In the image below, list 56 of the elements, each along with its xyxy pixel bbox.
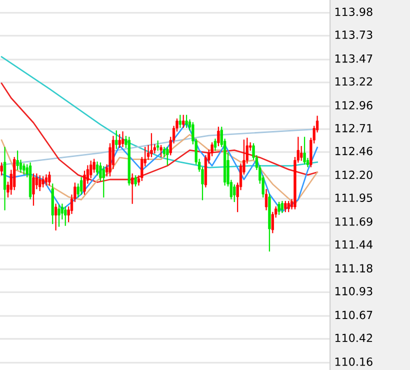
candlestick (22, 163, 26, 175)
y-tick-label: 110.42 (335, 334, 372, 342)
y-tick-label: 113.22 (335, 77, 372, 86)
y-tick-label: 112.46 (335, 146, 372, 156)
candlestick (118, 134, 121, 148)
candlestick (303, 136, 306, 164)
candlestick (162, 146, 166, 158)
candlestick (185, 114, 188, 128)
y-tick-label: 111.69 (335, 217, 372, 226)
candlestick (42, 176, 44, 188)
candlestick (32, 173, 35, 206)
candlestick (16, 150, 19, 170)
line-series (0, 82, 318, 183)
line-series (0, 56, 318, 168)
y-tick-label: 112.96 (335, 101, 372, 110)
candlestick (287, 200, 290, 212)
candlestick (284, 200, 287, 212)
candlestick (214, 138, 217, 151)
candlestick (64, 206, 67, 226)
candlestick (178, 114, 182, 128)
candlestick (150, 133, 153, 158)
y-tick-label: 113.47 (335, 54, 372, 63)
candlestick (131, 173, 134, 204)
candlestick (54, 204, 58, 230)
candlestick (115, 130, 118, 149)
y-tick-label: 111.44 (335, 240, 372, 249)
y-tick-label: 112.20 (335, 170, 372, 180)
candlestick (300, 146, 303, 161)
y-tick-label: 110.67 (335, 310, 372, 320)
y-tick-label: 110.93 (335, 286, 372, 296)
line-series (0, 122, 318, 212)
y-tick-label: 111.95 (335, 194, 372, 202)
candlestick (278, 202, 280, 215)
candlestick (233, 184, 236, 202)
candlestick (121, 131, 124, 148)
candlestick (156, 140, 160, 151)
candlestick (217, 126, 220, 146)
candlestick (166, 146, 169, 166)
y-tick-label: 113.73 (335, 30, 372, 39)
y-tick-label: 112.71 (335, 124, 372, 132)
candlestick (80, 177, 83, 195)
candlestick (160, 145, 162, 158)
candlestick (264, 189, 268, 210)
y-tick-label: 110.16 (335, 357, 372, 366)
candlestick (0, 162, 3, 176)
candlestick (102, 166, 105, 198)
candlestick (134, 175, 137, 186)
candlestick (48, 172, 51, 186)
candlestick (44, 174, 48, 186)
line-series (0, 134, 318, 205)
candlestick (182, 114, 185, 128)
y-tick-label: 111.18 (335, 264, 372, 272)
candlestick (58, 204, 60, 227)
candlestick (280, 200, 284, 214)
y-tick-label: 113.98 (335, 8, 372, 16)
candlestick (38, 175, 42, 192)
